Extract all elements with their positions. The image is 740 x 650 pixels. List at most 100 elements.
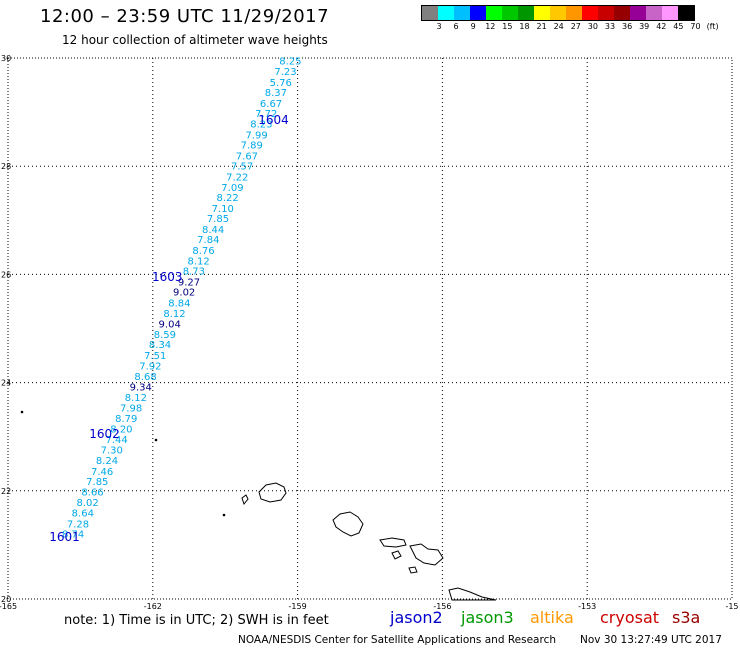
legend-tick: 33	[604, 22, 616, 31]
y-axis-label: 24	[1, 379, 11, 388]
map-frame	[7, 57, 733, 600]
legend-tick: 12	[485, 22, 496, 31]
satellite-s3a: s3a	[672, 608, 701, 627]
kauai-island	[258, 482, 287, 503]
legend-swatch	[550, 6, 566, 20]
wave-height-value: 7.84	[197, 235, 219, 246]
legend-swatch	[422, 6, 438, 20]
wave-height-value: 7.85	[207, 214, 229, 225]
legend-swatch	[678, 6, 694, 20]
y-axis-label: 26	[1, 270, 11, 279]
wave-height-value: 7.23	[274, 67, 296, 78]
axis-labels: -165 -162 -159 -156 -153 -15 30 28 26 24 22 20	[0, 54, 739, 611]
lanai-island	[391, 550, 402, 560]
wave-height-value: 8.22	[216, 193, 238, 204]
footer-note: note: 1) Time is in UTC; 2) SWH is in fe…	[64, 613, 329, 628]
y-axis-label: 30	[1, 54, 11, 63]
hawaii-islands	[20, 410, 497, 601]
islet-dot	[154, 438, 158, 442]
legend-swatch	[518, 6, 534, 20]
legend-swatch	[454, 6, 470, 20]
wave-height-value: 7.10	[212, 204, 234, 215]
page-title: 12:00 – 23:59 UTC 11/29/2017	[40, 6, 330, 27]
wave-height-value: 8.84	[168, 299, 190, 310]
wave-height-value: 6.67	[260, 99, 282, 110]
kahoolawe-island	[408, 566, 418, 574]
y-axis-label: 20	[1, 595, 11, 604]
legend-tick: 15	[502, 22, 513, 31]
satellite-altika: altika	[530, 608, 574, 627]
wave-height-value: 8.68	[134, 372, 156, 383]
wave-height-value: 7.22	[226, 172, 248, 183]
wave-height-value: 8.24	[96, 456, 118, 467]
wave-height-value: 8.73	[183, 267, 205, 278]
legend-tick: 39	[639, 22, 650, 31]
wave-height-value: 9.02	[173, 288, 195, 299]
wave-height-value: 7.72	[255, 109, 277, 120]
legend-tick: 70	[690, 22, 701, 31]
wave-height-value: 7.09	[221, 183, 243, 194]
track-labels: 1601 1602 1603 1604	[49, 113, 289, 544]
legend-swatch	[470, 6, 486, 20]
wave-height-value: 7.51	[144, 351, 166, 362]
wave-height-value: 7.67	[236, 151, 258, 162]
maui-island	[409, 543, 444, 566]
wave-height-value: 7.98	[120, 403, 142, 414]
wave-height-value: 9.34	[130, 382, 152, 393]
wave-height-value: 8.64	[72, 508, 94, 519]
page-subtitle: 12 hour collection of altimeter wave hei…	[62, 33, 328, 47]
legend-tick: (ft)	[706, 22, 719, 31]
wave-height-value: 9.27	[178, 277, 200, 288]
legend-swatch	[646, 6, 662, 20]
wave-height-points: 8.257.235.768.376.677.728.237.997.897.67…	[62, 57, 301, 541]
wave-height-value: 8.79	[115, 414, 137, 425]
legend-tick: 6	[453, 22, 459, 31]
wave-height-value: 8.12	[163, 309, 185, 320]
legend-tick: 24	[553, 22, 564, 31]
wave-height-value: 8.44	[202, 225, 224, 236]
legend-tick: 3	[436, 22, 442, 31]
wave-height-value: 7.57	[231, 162, 253, 173]
wave-height-value: 7.92	[139, 361, 161, 372]
wave-height-value: 8.23	[250, 119, 272, 130]
track-label: 1604	[258, 113, 289, 127]
legend-ticks: 3 6 9 12 15 18 21 24 27 30 33 36 39 42 45 70 (ft)	[421, 22, 740, 34]
legend-tick: 18	[519, 22, 530, 31]
legend-tick: 9	[470, 22, 476, 31]
track-label: 1603	[152, 270, 183, 284]
wave-height-value: 8.25	[279, 57, 301, 68]
satellite-cryosat: cryosat	[600, 608, 660, 627]
legend-swatch	[598, 6, 614, 20]
credit-line: NOAA/NESDIS Center for Satellite Applica…	[238, 634, 556, 646]
y-axis-label: 28	[1, 162, 11, 171]
wave-height-value: 7.46	[91, 467, 113, 478]
wave-height-value: 7.44	[105, 435, 127, 446]
satellite-jason3: jason3	[461, 608, 514, 627]
legend-swatch	[662, 6, 678, 20]
legend-swatch	[614, 6, 630, 20]
legend-tick: 27	[570, 22, 581, 31]
wave-height-value: 8.59	[154, 330, 176, 341]
wave-height-value: 8.76	[192, 246, 214, 257]
molokai-island	[379, 537, 407, 548]
islet-dot	[222, 513, 226, 517]
wave-height-value: 8.12	[125, 393, 147, 404]
wave-height-value: 7.99	[245, 130, 267, 141]
track-label: 1602	[89, 427, 120, 441]
wave-height-value: 8.37	[265, 88, 287, 99]
legend-swatch	[566, 6, 582, 20]
x-axis-label: -159	[289, 602, 307, 611]
wave-height-value: 8.20	[110, 425, 132, 436]
x-axis-label: -15	[725, 602, 738, 611]
islet-dot	[20, 410, 24, 414]
legend-tick: 30	[587, 22, 598, 31]
x-axis-label: -165	[0, 602, 17, 611]
x-axis-label: -153	[578, 602, 596, 611]
wave-height-value: 8.34	[149, 340, 171, 351]
wave-height-value: 8.02	[77, 498, 99, 509]
wave-height-value: 7.89	[241, 141, 263, 152]
legend-swatch	[502, 6, 518, 20]
wave-height-value: 7.30	[101, 446, 123, 457]
legend-swatch	[630, 6, 646, 20]
